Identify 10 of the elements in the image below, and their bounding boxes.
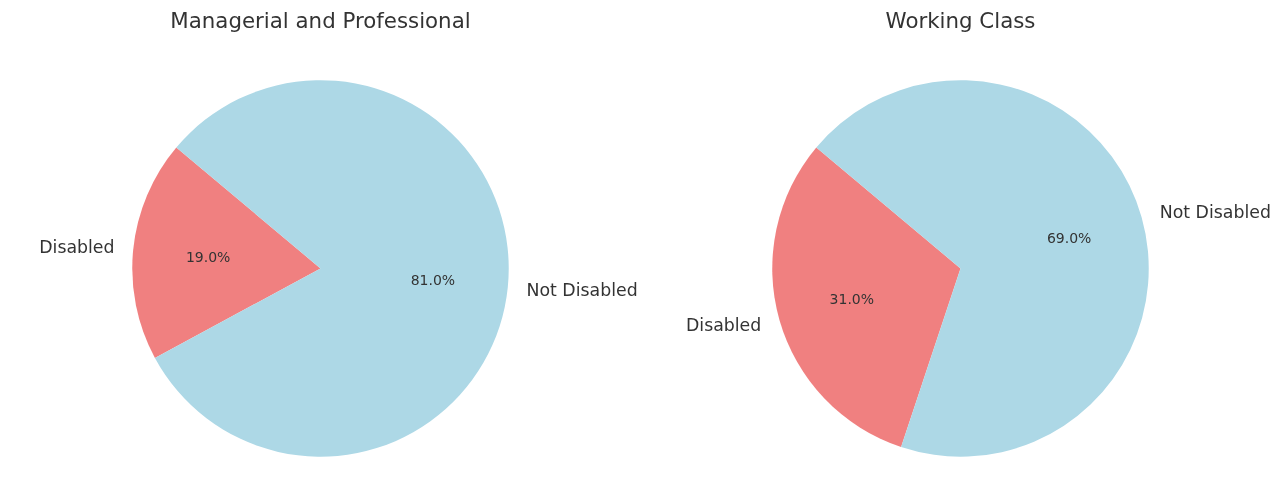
slice-label: Not Disabled: [1159, 201, 1271, 222]
slice-label: Disabled: [685, 315, 762, 336]
data-label: 31.0%: [829, 291, 875, 308]
slice-label: Disabled: [39, 237, 115, 258]
slice-label: Not Disabled: [526, 279, 638, 300]
chart-title: Managerial and Professional: [170, 7, 471, 33]
data-label: 81.0%: [410, 271, 456, 288]
data-label: 19.0%: [185, 248, 231, 265]
chart-title: Working Class: [885, 7, 1036, 33]
data-label: 69.0%: [1046, 229, 1092, 246]
